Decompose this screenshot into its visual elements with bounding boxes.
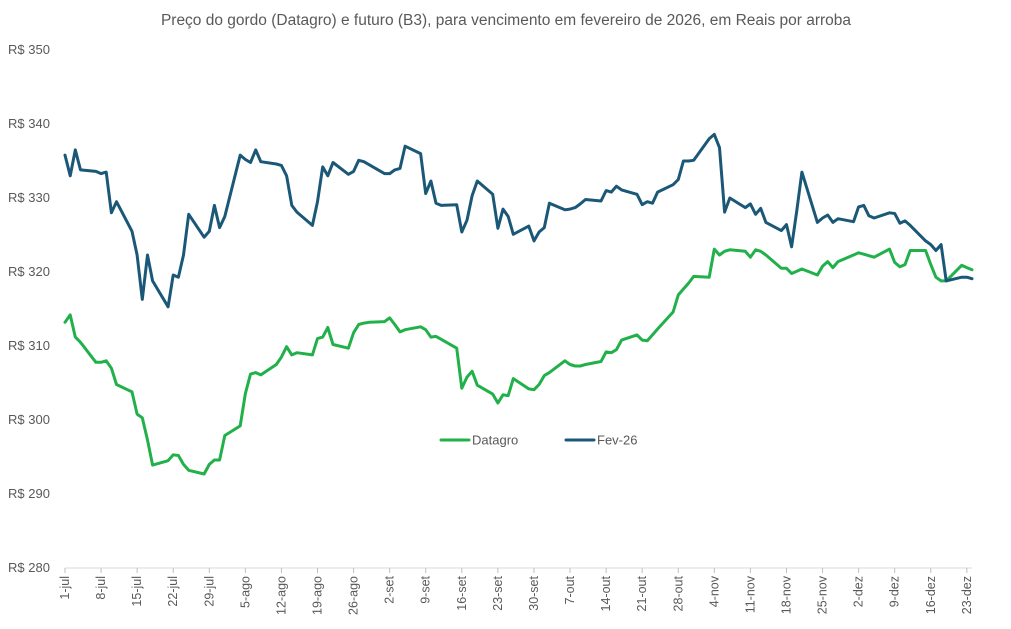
y-tick-label: R$ 290: [8, 486, 50, 501]
y-tick-label: R$ 340: [8, 116, 50, 131]
y-axis: R$ 280 R$ 290 R$ 300 R$ 310 R$ 320 R$ 330 R$ 3…: [8, 42, 50, 575]
x-tick-label: 22-jul: [166, 576, 180, 607]
x-tick-label: 30-set: [527, 575, 541, 610]
y-tick-label: R$ 300: [8, 412, 50, 427]
x-tick-label: 21-out: [635, 575, 649, 611]
legend-label: Fev-26: [597, 433, 637, 448]
x-tick-label: 2-dez: [852, 576, 866, 607]
x-tick-label: 12-ago: [274, 576, 288, 615]
x-tick-label: 16-set: [455, 575, 469, 610]
series-line-fev-26: [63, 132, 974, 309]
x-tick-label: 1-jul: [58, 576, 72, 600]
x-axis: 1-jul 8-jul 15-jul 22-jul 29-jul 5-ago 12-ago 1…: [58, 567, 974, 615]
x-tick-label: 15-jul: [130, 576, 144, 607]
x-tick-label: 19-ago: [311, 576, 325, 615]
y-tick-label: R$ 350: [8, 42, 50, 57]
legend-label: Datagro: [472, 433, 518, 448]
legend: Datagro Fev-26: [439, 433, 637, 448]
y-tick-label: R$ 310: [8, 338, 50, 353]
x-tick-label: 9-set: [419, 575, 433, 603]
x-tick-label: 23-dez: [960, 576, 974, 614]
x-tick-label: 11-nov: [743, 575, 757, 613]
x-tick-label: 23-set: [491, 575, 505, 610]
x-tick-label: 28-out: [671, 575, 685, 611]
x-tick-label: 4-nov: [707, 575, 721, 607]
x-tick-label: 26-ago: [347, 576, 361, 615]
x-tick-label: 5-ago: [238, 576, 252, 608]
y-tick-label: R$ 320: [8, 264, 50, 279]
x-tick-label: 29-jul: [202, 576, 216, 607]
y-tick-label: R$ 280: [8, 560, 50, 575]
series-layer: [63, 132, 974, 476]
x-tick-label: 18-nov: [779, 575, 793, 614]
x-tick-label: 8-jul: [94, 576, 108, 600]
x-tick-label: 14-out: [599, 575, 613, 611]
x-tick-label: 2-set: [383, 575, 397, 603]
series-line-datagro: [63, 247, 974, 476]
x-tick-label: 25-nov: [816, 575, 830, 614]
x-tick-label: 16-dez: [924, 576, 938, 614]
y-tick-label: R$ 330: [8, 190, 50, 205]
chart-title: Preço do gordo (Datagro) e futuro (B3), …: [161, 12, 851, 29]
x-tick-label: 9-dez: [888, 576, 902, 607]
x-tick-label: 7-out: [563, 575, 577, 604]
